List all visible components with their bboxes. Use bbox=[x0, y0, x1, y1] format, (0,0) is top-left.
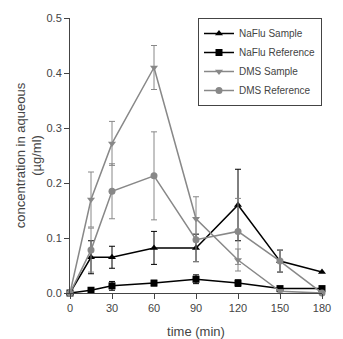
svg-text:NaFlu Reference: NaFlu Reference bbox=[239, 47, 315, 58]
svg-text:0.1: 0.1 bbox=[47, 232, 62, 244]
svg-text:time (min): time (min) bbox=[167, 324, 225, 339]
svg-text:0.3: 0.3 bbox=[47, 122, 62, 134]
svg-text:120: 120 bbox=[229, 302, 247, 314]
svg-text:0: 0 bbox=[67, 302, 73, 314]
svg-text:90: 90 bbox=[190, 302, 202, 314]
svg-text:0.2: 0.2 bbox=[47, 177, 62, 189]
svg-text:180: 180 bbox=[313, 302, 331, 314]
svg-text:NaFlu Sample: NaFlu Sample bbox=[239, 28, 303, 39]
svg-text:150: 150 bbox=[271, 302, 289, 314]
svg-text:0.4: 0.4 bbox=[47, 67, 62, 79]
svg-text:DMS Sample: DMS Sample bbox=[239, 66, 298, 77]
svg-text:concentration in aqueous(µg/ml: concentration in aqueous(µg/ml) bbox=[13, 82, 45, 228]
svg-text:0.0: 0.0 bbox=[47, 287, 62, 299]
svg-text:DMS Reference: DMS Reference bbox=[239, 85, 311, 96]
svg-text:30: 30 bbox=[106, 302, 118, 314]
svg-text:60: 60 bbox=[148, 302, 160, 314]
svg-text:0.5: 0.5 bbox=[47, 12, 62, 24]
